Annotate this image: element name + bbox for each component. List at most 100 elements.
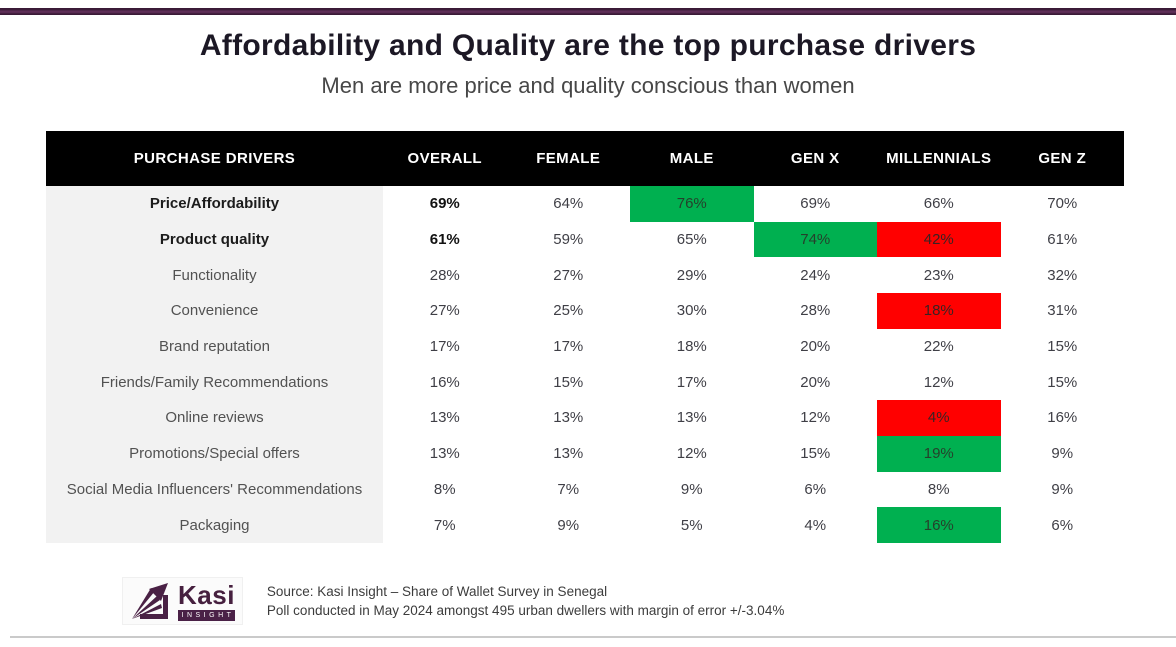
column-header: GEN X (790, 150, 840, 167)
bottom-rule (10, 636, 1176, 638)
table-cell: 12% (800, 409, 831, 427)
table-cell: 7% (557, 480, 580, 498)
table-cell: 17% (429, 338, 460, 356)
table-cell: 25% (553, 302, 584, 320)
table-row: Social Media Influencers' Recommendation… (46, 471, 1124, 508)
table-body: Price/Affordability 69% 64% 76% 69% 66% 70% Pro… (46, 186, 1124, 543)
table-cell: 15% (800, 445, 831, 463)
column-header: FEMALE (536, 150, 601, 167)
table-cell: 9% (680, 480, 703, 498)
column-header: MILLENNIALS (886, 150, 992, 167)
table-cell: 5% (680, 516, 703, 534)
column-header: OVERALL (407, 150, 482, 167)
logo-sub-wordmark: INSIGHT (178, 609, 235, 621)
table-cell: 6% (804, 480, 827, 498)
row-label: Social Media Influencers' Recommendation… (46, 471, 383, 508)
table-cell: 9% (1051, 480, 1074, 498)
table-cell: 66% (923, 195, 954, 213)
column-header: GEN Z (1038, 150, 1087, 167)
table-cell: 28% (429, 266, 460, 284)
table-cell: 13% (676, 409, 707, 427)
footer: Kasi INSIGHT Source: Kasi Insight – Shar… (122, 577, 784, 625)
table-row: Online reviews 13% 13% 13% 12% 4% 16% (46, 400, 1124, 436)
table-cell: 31% (1047, 302, 1078, 320)
table-cell: 42% (877, 221, 1001, 258)
source-line-2: Poll conducted in May 2024 amongst 495 u… (266, 603, 785, 618)
table-cell: 30% (676, 302, 707, 320)
table-cell: 6% (1051, 516, 1074, 534)
table-cell: 29% (676, 266, 707, 284)
table-cell: 15% (1047, 373, 1078, 391)
top-accent-bar (0, 8, 1176, 15)
table-cell: 18% (877, 293, 1001, 329)
table-cell: 65% (676, 231, 707, 249)
table-cell: 76% (630, 186, 754, 222)
table-cell: 17% (676, 373, 707, 391)
table-cell: 16% (429, 373, 460, 391)
row-label: Online reviews (46, 400, 383, 436)
table-cell: 15% (553, 373, 584, 391)
table-header-row: PURCHASE DRIVERS OVERALL FEMALE MALE GEN X MI… (46, 131, 1124, 186)
table-cell: 17% (553, 338, 584, 356)
table-row: Brand reputation 17% 17% 18% 20% 22% 15% (46, 328, 1124, 365)
row-label: Promotions/Special offers (46, 435, 383, 472)
table-cell: 24% (800, 266, 831, 284)
table-cell: 69% (800, 195, 831, 213)
table-cell: 12% (676, 445, 707, 463)
purchase-drivers-table: PURCHASE DRIVERS OVERALL FEMALE MALE GEN X MI… (46, 131, 1124, 543)
table-row: Packaging 7% 9% 5% 4% 16% 6% (46, 507, 1124, 543)
table-cell: 4% (877, 400, 1001, 436)
column-header: MALE (669, 150, 714, 167)
table-row: Promotions/Special offers 13% 13% 12% 15% 19%… (46, 435, 1124, 472)
table-cell: 61% (1047, 231, 1078, 249)
table-cell: 74% (753, 221, 877, 258)
table-cell: 27% (553, 266, 584, 284)
column-header: PURCHASE DRIVERS (133, 150, 296, 167)
page-subtitle: Men are more price and quality conscious… (321, 73, 855, 98)
table-cell: 20% (800, 373, 831, 391)
table-cell: 12% (923, 373, 954, 391)
table-cell: 13% (429, 445, 460, 463)
table-cell: 8% (433, 480, 456, 498)
row-label: Functionality (46, 257, 383, 294)
row-label: Price/Affordability (46, 186, 383, 222)
table-cell: 20% (800, 338, 831, 356)
table-cell: 15% (1047, 338, 1078, 356)
logo-wordmark: Kasi (178, 579, 235, 610)
table-cell: 18% (676, 338, 707, 356)
source-note: Source: Kasi Insight – Share of Wallet S… (267, 582, 784, 620)
table-cell: 8% (927, 480, 950, 498)
table-row: Functionality 28% 27% 29% 24% 23% 32% (46, 257, 1124, 294)
table-cell: 23% (923, 266, 954, 284)
table-cell: 19% (877, 435, 1001, 472)
table-cell: 16% (1047, 409, 1078, 427)
table-row: Product quality 61% 59% 65% 74% 42% 61% (46, 221, 1124, 258)
table-cell: 64% (553, 195, 584, 213)
source-line-1: Source: Kasi Insight – Share of Wallet S… (266, 584, 608, 599)
table-cell: 61% (429, 231, 460, 249)
kasi-arrow-logo-icon (130, 581, 170, 621)
table-cell: 7% (433, 516, 456, 534)
table-cell: 13% (429, 409, 460, 427)
row-label: Packaging (46, 507, 383, 543)
table-cell: 9% (1051, 445, 1074, 463)
table-cell: 16% (877, 507, 1001, 543)
table-row: Convenience 27% 25% 30% 28% 18% 31% (46, 293, 1124, 329)
table-cell: 13% (553, 445, 584, 463)
table-cell: 27% (429, 302, 460, 320)
row-label: Brand reputation (46, 328, 383, 365)
table-cell: 69% (429, 195, 460, 213)
table-cell: 70% (1047, 195, 1078, 213)
table-cell: 59% (553, 231, 584, 249)
table-cell: 32% (1047, 266, 1078, 284)
row-label: Product quality (46, 221, 383, 258)
kasi-insight-logo: Kasi INSIGHT (122, 577, 243, 625)
row-label: Convenience (46, 293, 383, 329)
row-label: Friends/Family Recommendations (46, 364, 383, 401)
table-cell: 28% (800, 302, 831, 320)
logo-text: Kasi INSIGHT (178, 582, 235, 621)
table-cell: 9% (557, 516, 580, 534)
table-cell: 4% (804, 516, 827, 534)
table-row: Price/Affordability 69% 64% 76% 69% 66% 70% (46, 186, 1124, 222)
table-cell: 22% (923, 338, 954, 356)
